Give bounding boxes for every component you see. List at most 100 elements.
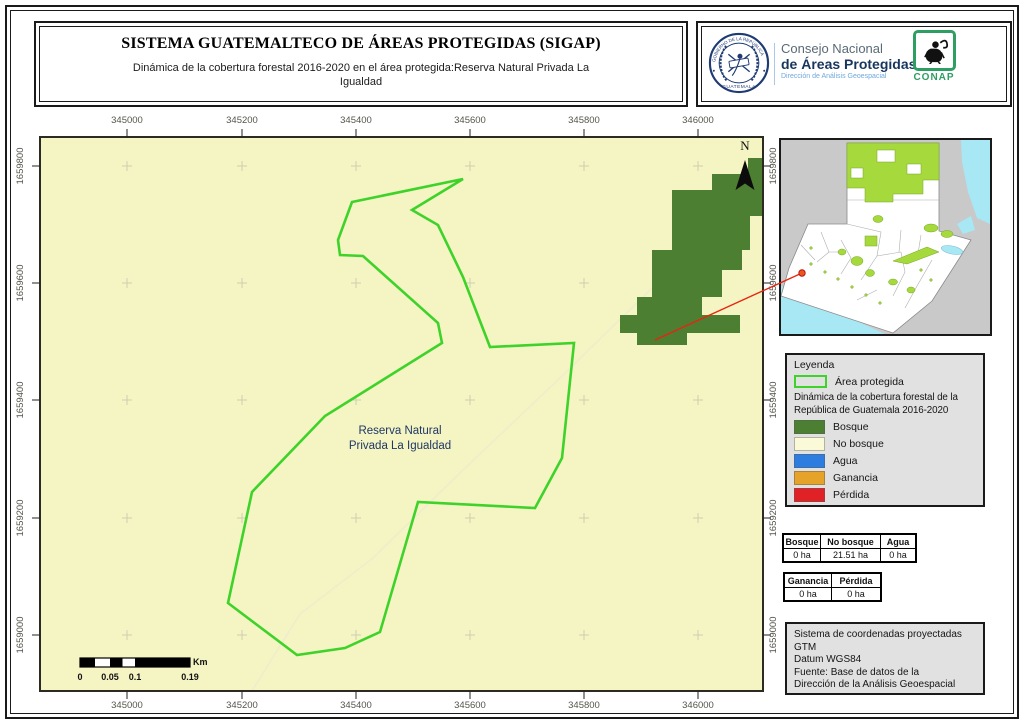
scale-bar xyxy=(79,657,191,668)
info-line: GTM xyxy=(794,641,817,653)
scale-mark-019: 0.19 xyxy=(181,672,199,682)
seal-bottom-text: GUATEMALA xyxy=(722,84,756,90)
axis-tick-label: 346000 xyxy=(682,115,714,126)
coverage-header-no-bosque: No bosque xyxy=(820,535,880,548)
no-bosque-swatch xyxy=(794,437,825,451)
axis-tick-label: 1659000 xyxy=(15,616,26,654)
axis-tick-label: 346000 xyxy=(682,700,714,711)
legend-item-area-protegida: Área protegida xyxy=(794,375,976,388)
change-header-perdida: Pérdida xyxy=(831,574,880,587)
conap-logo: CONAP xyxy=(910,30,958,83)
axis-tick-label: 1659200 xyxy=(768,499,779,537)
grid-cross xyxy=(237,278,247,288)
grid-cross xyxy=(579,630,589,640)
info-line: Fuente: Base de datos de la xyxy=(794,666,920,678)
change-value-ganancia: 0 ha xyxy=(785,587,831,600)
axis-tick-label: 1659200 xyxy=(15,499,26,537)
grid-cross xyxy=(693,513,703,523)
seal-emblem xyxy=(719,44,759,82)
perdida-swatch xyxy=(794,488,825,502)
title-box: SISTEMA GUATEMALTECO DE ÁREAS PROTEGIDAS… xyxy=(34,21,688,107)
axis-tick-label: 1659800 xyxy=(15,147,26,185)
grid-cross xyxy=(122,278,132,288)
coverage-value-bosque: 0 ha xyxy=(784,548,820,561)
north-arrow-icon xyxy=(735,160,755,190)
grid-cross xyxy=(465,513,475,523)
coverage-table: Bosque No bosque Agua 0 ha 21.51 ha 0 ha xyxy=(782,533,917,563)
axis-tick-label: 1659000 xyxy=(768,616,779,654)
grid-cross xyxy=(122,161,132,171)
legend-title: Leyenda xyxy=(794,359,835,371)
conap-label: CONAP xyxy=(913,72,955,83)
coverage-value-agua: 0 ha xyxy=(880,548,915,561)
protected-area-label: Reserva Natural Privada La Igualdad xyxy=(348,425,452,452)
bosque-swatch xyxy=(794,420,825,434)
axis-tick-label: 1659400 xyxy=(768,381,779,419)
grid-cross xyxy=(579,513,589,523)
coverage-value-no-bosque: 21.51 ha xyxy=(820,548,880,561)
legend-item-perdida: Pérdida xyxy=(794,488,976,502)
grid-cross xyxy=(351,513,361,523)
grid-cross xyxy=(693,395,703,405)
axis-tick-label: 345200 xyxy=(226,700,258,711)
conap-wordmark: Consejo Nacional de Áreas Protegidas Dir… xyxy=(781,41,921,82)
page-subtitle: Dinámica de la cobertura forestal 2016-2… xyxy=(132,62,590,88)
org-name-line3: Dirección de Análisis Geoespacial xyxy=(781,73,887,80)
page-title: SISTEMA GUATEMALTECO DE ÁREAS PROTEGIDAS… xyxy=(121,35,601,52)
caribbean-sea xyxy=(961,140,990,224)
north-label: N xyxy=(740,138,750,153)
legend-item-agua: Agua xyxy=(794,454,976,468)
legend-item-label: Área protegida xyxy=(835,375,904,388)
axis-tick-label: 345400 xyxy=(340,115,372,126)
lake-izabal xyxy=(940,245,964,255)
info-line: Dirección de la Análisis Geoespacial xyxy=(794,679,956,690)
legend-item-no-bosque: No bosque xyxy=(794,437,976,451)
scale-unit-label: Km xyxy=(193,657,208,667)
legend-item-label: No bosque xyxy=(833,438,884,450)
axis-tick-label: 345600 xyxy=(454,115,486,126)
grid-cross xyxy=(693,630,703,640)
legend-item-label: Bosque xyxy=(833,421,869,433)
grid-cross xyxy=(122,513,132,523)
protected-area-outline xyxy=(226,177,576,657)
scale-mark-0: 0 xyxy=(77,672,83,682)
coverage-header-bosque: Bosque xyxy=(785,536,819,547)
logo-divider xyxy=(774,43,775,85)
conap-monkey-icon xyxy=(912,30,956,71)
axis-tick-label: 345000 xyxy=(111,700,143,711)
scale-mark-01: 0.1 xyxy=(128,672,142,682)
axis-tick-label: 345800 xyxy=(568,115,600,126)
axis-tick-label: 345000 xyxy=(111,115,143,126)
grid-cross xyxy=(465,161,475,171)
org-name-line2: de Áreas Protegidas xyxy=(781,56,917,72)
change-table: Ganancia Pérdida 0 ha 0 ha xyxy=(783,572,882,602)
area-protegida-swatch xyxy=(794,375,827,388)
coordinate-system-info: Sistema de coordenadas proyectadas GTM D… xyxy=(785,622,985,695)
grid-cross xyxy=(351,630,361,640)
org-name-line1: Consejo Nacional xyxy=(781,41,883,56)
axis-tick-label: 345800 xyxy=(568,700,600,711)
legend-subtitle: Dinámica de la cobertura forestal de la … xyxy=(794,392,958,416)
map-background xyxy=(40,137,763,691)
axis-ticks xyxy=(32,129,771,699)
grid-cross xyxy=(579,161,589,171)
axis-tick-label: 1659400 xyxy=(15,381,26,419)
coverage-header-agua: Agua xyxy=(880,535,915,548)
legend-items: Bosque No bosque Agua Ganancia Pérdida xyxy=(794,420,976,502)
map-frame xyxy=(39,136,764,692)
grid-cross xyxy=(122,630,132,640)
scale-mark-005: 0.05 xyxy=(101,672,119,682)
change-value-perdida: 0 ha xyxy=(831,587,880,600)
legend-panel: Leyenda Área protegida Dinámica de la co… xyxy=(785,353,985,507)
grid-cross xyxy=(693,161,703,171)
agua-swatch xyxy=(794,454,825,468)
axis-tick-label: 345400 xyxy=(340,700,372,711)
amatique-bay xyxy=(957,216,975,234)
axis-tick-label: 345200 xyxy=(226,115,258,126)
grid-cross xyxy=(351,161,361,171)
legend-item-label: Agua xyxy=(833,455,858,467)
grid-cross xyxy=(237,395,247,405)
axis-tick-label: 345600 xyxy=(454,700,486,711)
